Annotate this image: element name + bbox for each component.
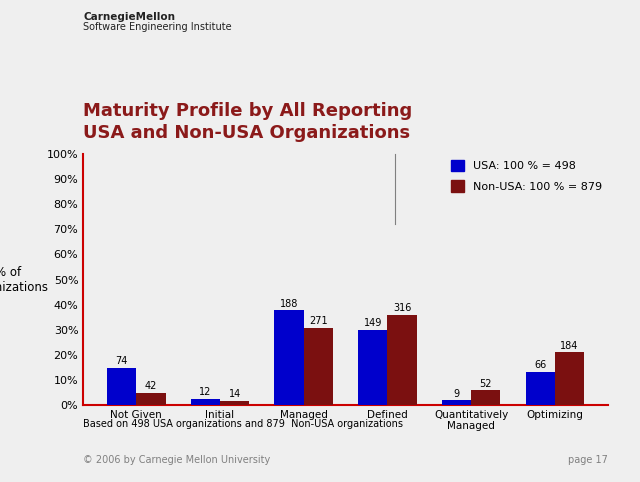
- Bar: [471, 390, 500, 405]
- Text: 12: 12: [199, 388, 212, 397]
- Text: 184: 184: [560, 341, 579, 351]
- Y-axis label: % of
Organizations: % of Organizations: [0, 266, 49, 294]
- Bar: [304, 328, 333, 405]
- Bar: [555, 352, 584, 405]
- Text: 188: 188: [280, 299, 298, 309]
- Bar: [442, 401, 471, 405]
- Text: Based on 498 USA organizations and 879  Non-USA organizations: Based on 498 USA organizations and 879 N…: [83, 418, 403, 428]
- Bar: [107, 368, 136, 405]
- Text: Maturity Profile by All Reporting
USA and Non-USA Organizations: Maturity Profile by All Reporting USA an…: [83, 102, 412, 142]
- Text: 14: 14: [228, 389, 241, 400]
- Bar: [358, 330, 387, 405]
- Text: 66: 66: [534, 360, 547, 370]
- Bar: [387, 315, 417, 405]
- Text: Software Engineering Institute: Software Engineering Institute: [83, 22, 232, 32]
- Text: 52: 52: [479, 378, 492, 388]
- Text: CarnegieMellon: CarnegieMellon: [83, 12, 175, 22]
- Text: 9: 9: [454, 389, 460, 399]
- Bar: [525, 372, 555, 405]
- Text: 271: 271: [309, 316, 328, 326]
- Text: page 17: page 17: [568, 455, 608, 465]
- Text: 149: 149: [364, 319, 382, 328]
- Bar: [220, 401, 250, 405]
- Bar: [275, 310, 304, 405]
- Bar: [191, 399, 220, 405]
- Legend: USA: 100 % = 498, Non-USA: 100 % = 879: USA: 100 % = 498, Non-USA: 100 % = 879: [451, 160, 602, 191]
- Text: 74: 74: [115, 356, 128, 366]
- Text: 42: 42: [145, 381, 157, 391]
- Text: © 2006 by Carnegie Mellon University: © 2006 by Carnegie Mellon University: [83, 455, 271, 465]
- Bar: [136, 393, 166, 405]
- Text: 316: 316: [393, 303, 412, 313]
